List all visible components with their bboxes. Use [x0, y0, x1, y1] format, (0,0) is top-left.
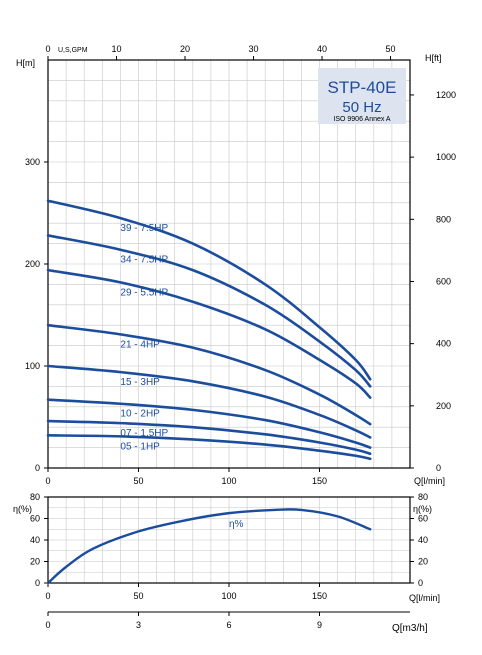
right-tick-label: 400	[436, 339, 451, 349]
eff-x-tick-label: 100	[221, 591, 236, 601]
series-label: 34 - 7.5HP	[120, 255, 168, 266]
m3h-tick-label: 6	[226, 620, 231, 630]
efficiency-curve-line	[46, 508, 372, 585]
top-tick-label: 10	[112, 44, 122, 54]
title-box-background	[318, 68, 406, 124]
chart-note: ISO 9906 Annex A	[333, 116, 391, 123]
series-label: 29 - 5.5HP	[120, 287, 168, 298]
y-tick-label: 100	[25, 361, 40, 371]
main-labels: H[m] H[ft] U,S,GPM Q[l/min]	[16, 47, 445, 486]
eff-ylabel-left: η(%)	[13, 504, 32, 514]
x-tick-label: 50	[133, 476, 143, 486]
m3h-tick-label: 3	[136, 620, 141, 630]
right-tick-label: 0	[436, 463, 441, 473]
series-label: 05 - 1HP	[120, 441, 160, 452]
top-tick-label: 40	[317, 44, 327, 54]
pump-curve-line	[46, 364, 372, 439]
eff-series: η%	[46, 508, 372, 585]
pump-curve-line	[46, 199, 372, 381]
right-tick-label: 600	[436, 276, 451, 286]
eff-xlabel: Q[l/min]	[409, 593, 440, 603]
eff-right-tick-label: 60	[418, 514, 428, 524]
pump-curve-line	[46, 323, 372, 426]
eff-y-tick-label: 20	[30, 557, 40, 567]
eff-y-tick-label: 60	[30, 514, 40, 524]
right-tick-label: 800	[436, 214, 451, 224]
eff-y-tick-label: 0	[35, 578, 40, 588]
top-tick-label: 20	[180, 44, 190, 54]
eff-right-tick-label: 80	[418, 492, 428, 502]
right-tick-label: 200	[436, 401, 451, 411]
main-series: 39 - 7.5HP 34 - 7.5HP 29 - 5.5HP 21 - 4HP 15…	[46, 199, 372, 461]
eff-right-tick-label: 20	[418, 557, 428, 567]
series-label: 39 - 7.5HP	[120, 223, 168, 234]
xlabel-main: Q[l/min]	[414, 476, 445, 486]
eff-y-tick-label: 40	[30, 535, 40, 545]
m3h-tick-label: 9	[317, 620, 322, 630]
eff-x-tick-label: 150	[312, 591, 327, 601]
chart-title: STP-40E	[328, 78, 397, 97]
top-tick-label: 50	[386, 44, 396, 54]
eff-x-tick-label: 0	[45, 591, 50, 601]
y-tick-label: 0	[35, 463, 40, 473]
efficiency-series-label: η%	[229, 519, 244, 530]
eff-labels: η(%) η(%) Q[l/min] Q[m3/h]	[13, 504, 440, 634]
pump-curve-line	[46, 268, 372, 399]
right-tick-label: 1200	[436, 90, 456, 100]
eff-ylabel-right: η(%)	[413, 504, 432, 514]
ylabel-right: H[ft]	[425, 53, 442, 63]
series-label: 10 - 2HP	[120, 409, 160, 420]
xlabel-top: U,S,GPM	[58, 47, 88, 54]
x-tick-label: 100	[221, 476, 236, 486]
top-tick-label: 30	[249, 44, 259, 54]
eff-xlabel-bottom-text: Q[m3/h]	[392, 623, 428, 634]
title-box: STP-40E 50 Hz ISO 9906 Annex A	[318, 68, 406, 124]
series-label: 15 - 3HP	[120, 377, 160, 388]
series-label: 21 - 4HP	[120, 339, 160, 350]
m3h-tick-label: 0	[45, 620, 50, 630]
eff-xlabel-bottom: Q[m3/h]	[392, 623, 428, 634]
eff-right-tick-label: 0	[418, 578, 423, 588]
main-axes: 0 50 100 150 0 100 200 300 0 10 20 30 40 50 0 200 400 600…	[25, 44, 456, 486]
eff-right-tick-label: 40	[418, 535, 428, 545]
pump-curve-line	[46, 234, 372, 388]
ylabel-left: H[m]	[16, 58, 35, 68]
pump-curve-line	[46, 434, 372, 461]
eff-x-tick-label: 50	[133, 591, 143, 601]
right-tick-label: 1000	[436, 152, 456, 162]
eff-grid	[47, 496, 411, 584]
pump-curve-line	[46, 419, 372, 456]
x-tick-label: 0	[45, 476, 50, 486]
series-label: 07 - 1.5HP	[120, 428, 168, 439]
chart-subtitle: 50 Hz	[342, 99, 381, 116]
y-tick-label: 300	[25, 157, 40, 167]
eff-y-tick-label: 80	[30, 492, 40, 502]
y-tick-label: 200	[25, 259, 40, 269]
top-tick-label: 0	[45, 44, 50, 54]
x-tick-label: 150	[312, 476, 327, 486]
pump-curve-line	[46, 398, 372, 449]
